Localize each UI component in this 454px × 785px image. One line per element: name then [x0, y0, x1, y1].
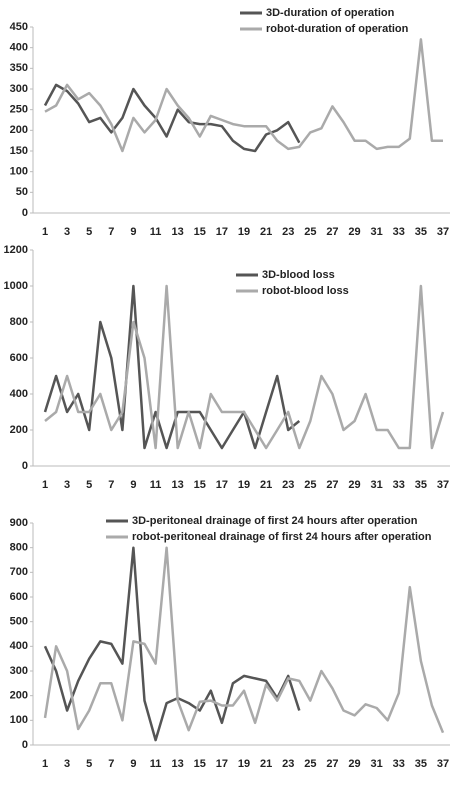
x-tick-label: 13 [172, 479, 184, 491]
x-tick-label: 25 [304, 479, 316, 491]
y-tick-label: 1000 [4, 280, 28, 292]
series-line [44, 284, 445, 450]
x-tick-label: 19 [238, 479, 250, 491]
x-tick-label: 3 [64, 479, 70, 491]
x-tick-label: 29 [348, 758, 360, 770]
series-line [43, 83, 301, 153]
x-tick-label: 37 [437, 479, 449, 491]
y-tick-label: 800 [10, 316, 28, 328]
x-tick-label: 19 [238, 758, 250, 770]
x-tick-label: 5 [86, 226, 92, 238]
series-line [44, 38, 443, 153]
series-line [43, 546, 301, 742]
y-tick-label: 600 [10, 591, 28, 603]
legend-label: 3D-blood loss [262, 269, 335, 281]
x-tick-label: 21 [260, 758, 272, 770]
series-line [43, 284, 301, 450]
x-tick-label: 9 [130, 479, 136, 491]
y-tick-label: 350 [10, 62, 28, 74]
x-tick-label: 11 [150, 226, 162, 238]
x-tick-label: 15 [194, 758, 206, 770]
x-tick-label: 1 [42, 758, 48, 770]
x-tick-label: 23 [282, 479, 294, 491]
x-tick-label: 35 [415, 226, 427, 238]
y-tick-label: 700 [10, 566, 28, 578]
x-tick-label: 5 [86, 758, 92, 770]
y-tick-label: 300 [10, 665, 28, 677]
x-tick-label: 31 [371, 226, 383, 238]
x-tick-label: 9 [130, 226, 136, 238]
y-tick-label: 100 [10, 714, 28, 726]
y-tick-label: 0 [22, 460, 28, 472]
x-tick-label: 37 [437, 226, 449, 238]
x-tick-label: 17 [216, 758, 228, 770]
y-tick-label: 200 [10, 124, 28, 136]
y-tick-label: 600 [10, 352, 28, 364]
x-tick-label: 15 [194, 479, 206, 491]
y-tick-label: 250 [10, 104, 28, 116]
x-tick-label: 27 [326, 479, 338, 491]
series-line [43, 546, 445, 734]
x-tick-label: 3 [64, 226, 70, 238]
x-tick-label: 25 [304, 758, 316, 770]
x-tick-label: 11 [150, 479, 162, 491]
y-tick-label: 50 [16, 186, 28, 198]
x-tick-label: 23 [282, 226, 294, 238]
y-tick-label: 1200 [4, 244, 28, 256]
y-tick-label: 200 [10, 690, 28, 702]
x-tick-label: 1 [42, 226, 48, 238]
x-tick-label: 3 [64, 758, 70, 770]
y-tick-label: 400 [10, 388, 28, 400]
x-tick-label: 13 [172, 226, 184, 238]
x-tick-label: 37 [437, 758, 449, 770]
x-tick-label: 33 [393, 226, 405, 238]
x-tick-label: 7 [108, 226, 114, 238]
x-tick-label: 31 [371, 479, 383, 491]
y-tick-label: 150 [10, 145, 28, 157]
x-tick-label: 27 [326, 758, 338, 770]
x-tick-label: 35 [415, 479, 427, 491]
legend-label: 3D-duration of operation [266, 7, 395, 19]
x-tick-label: 15 [194, 226, 206, 238]
x-tick-label: 19 [238, 226, 250, 238]
y-tick-label: 500 [10, 616, 28, 628]
x-tick-label: 27 [326, 226, 338, 238]
y-tick-label: 200 [10, 424, 28, 436]
y-tick-label: 800 [10, 542, 28, 554]
legend-label: robot-duration of operation [266, 23, 409, 35]
y-tick-label: 0 [22, 739, 28, 751]
x-tick-label: 31 [371, 758, 383, 770]
x-tick-label: 33 [393, 758, 405, 770]
x-tick-label: 7 [108, 479, 114, 491]
x-tick-label: 25 [304, 226, 316, 238]
x-tick-label: 11 [150, 758, 162, 770]
x-tick-label: 21 [260, 226, 272, 238]
x-tick-label: 29 [348, 226, 360, 238]
x-tick-label: 21 [260, 479, 272, 491]
legend-label: 3D-peritoneal drainage of first 24 hours… [132, 515, 418, 527]
x-tick-label: 5 [86, 479, 92, 491]
y-tick-label: 400 [10, 42, 28, 54]
x-tick-label: 7 [108, 758, 114, 770]
x-tick-label: 33 [393, 479, 405, 491]
x-tick-label: 1 [42, 479, 48, 491]
y-tick-label: 100 [10, 166, 28, 178]
y-tick-label: 400 [10, 640, 28, 652]
x-tick-label: 35 [415, 758, 427, 770]
x-tick-label: 17 [216, 226, 228, 238]
x-tick-label: 29 [348, 479, 360, 491]
x-tick-label: 13 [172, 758, 184, 770]
y-tick-label: 300 [10, 83, 28, 95]
legend-label: robot-peritoneal drainage of first 24 ho… [132, 531, 432, 543]
x-tick-label: 9 [130, 758, 136, 770]
x-tick-label: 23 [282, 758, 294, 770]
y-tick-label: 450 [10, 21, 28, 33]
x-tick-label: 17 [216, 479, 228, 491]
y-tick-label: 900 [10, 517, 28, 529]
legend-label: robot-blood loss [262, 285, 349, 297]
y-tick-label: 0 [22, 207, 28, 219]
